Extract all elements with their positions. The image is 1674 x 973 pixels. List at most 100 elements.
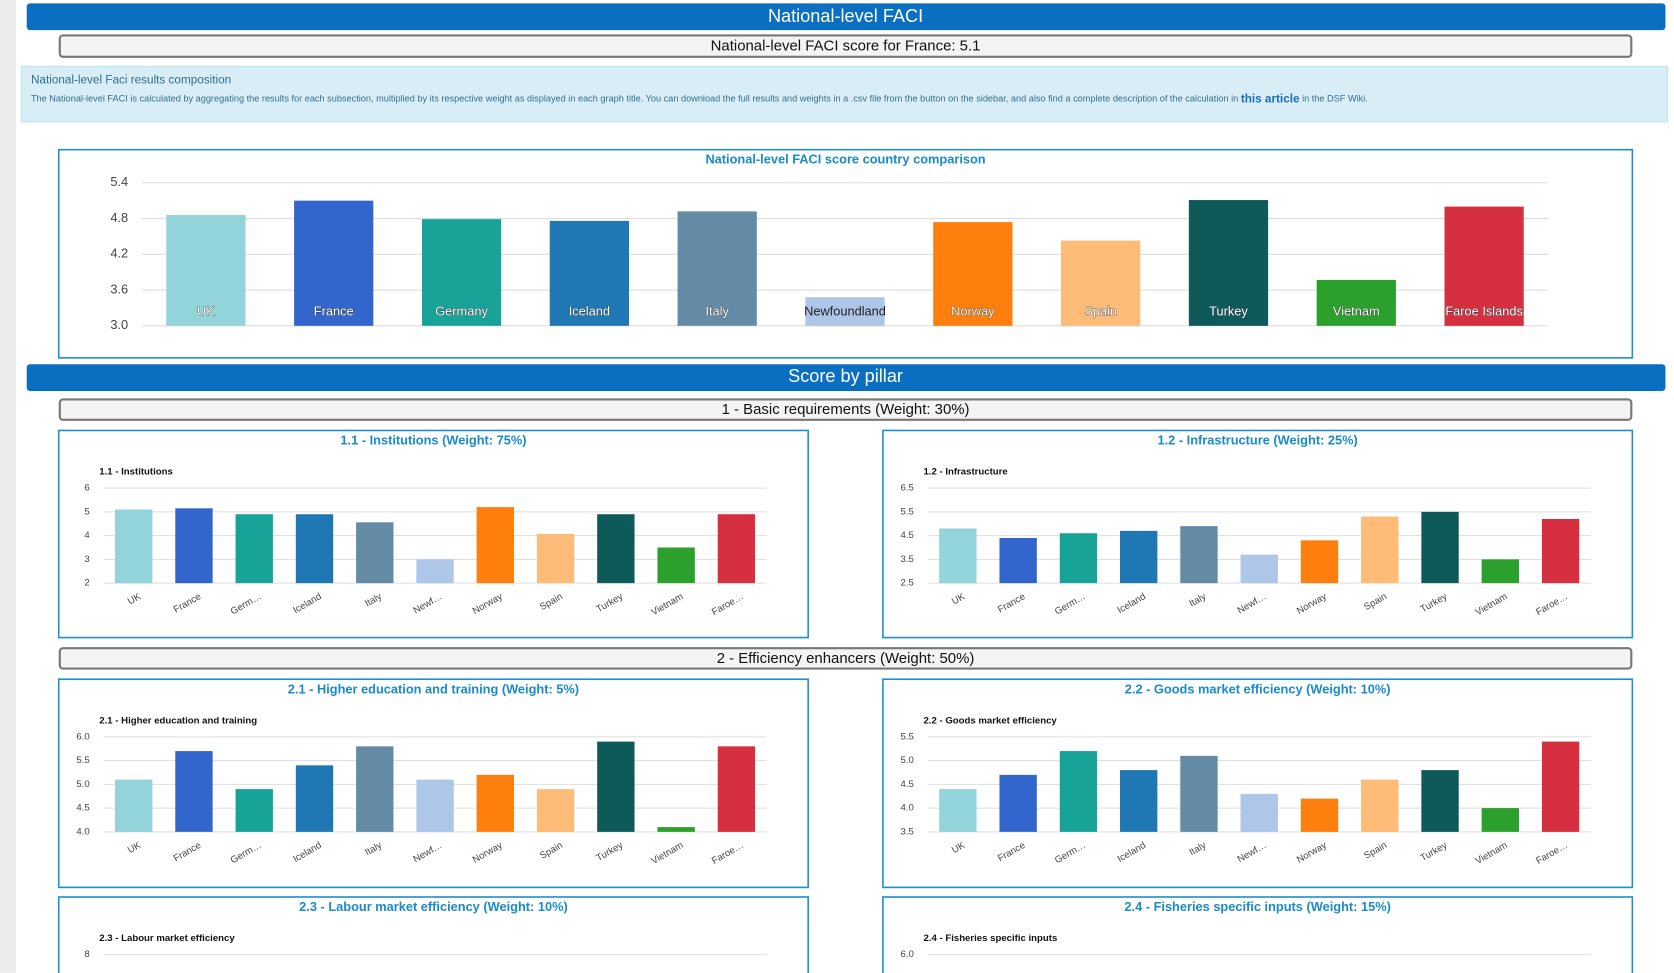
y-tick-label: 4.8 [110,210,128,225]
bar [536,789,575,832]
bar [1361,516,1399,584]
y-tick-label: 5.5 [901,506,914,517]
chart-subtitle: 2.3 - Labour market efficiency [99,933,235,944]
y-tick-label: 6.5 [901,483,914,494]
y-tick-label: 8 [84,949,89,960]
bar-label: UK [197,303,215,318]
bar [1481,808,1520,832]
bar [476,774,515,832]
y-tick-label: 3 [84,554,89,565]
bar [1300,540,1339,584]
bar-label: Iceland [569,303,610,318]
info-text-after: in the DSF Wiki. [1300,94,1368,104]
section-bar [26,364,1666,391]
y-tick-label: 5.0 [901,755,914,766]
y-tick-label: 5.5 [76,755,89,766]
y-tick-label: 5.4 [110,174,128,189]
y-tick-label: 6.0 [76,731,89,742]
chart-title: 2.1 - Higher education and training (Wei… [288,681,579,696]
info-link[interactable]: this article [1241,93,1300,106]
chart-title: 2.3 - Labour market efficiency (Weight: … [299,899,568,914]
bar [1059,533,1098,584]
bar [235,514,273,584]
bar [597,741,635,832]
bar-label: Vietnam [1333,303,1380,318]
bar [1444,206,1524,326]
y-tick-label: 4 [84,530,90,541]
bar [939,528,977,584]
bar [1180,526,1218,584]
bar [1120,770,1158,832]
bar-label: Italy [705,303,729,318]
chart-title: 1.2 - Infrastructure (Weight: 25%) [1157,433,1357,448]
bar [1240,793,1278,832]
y-tick-label: 5.5 [901,731,914,742]
chart-subtitle: 2.4 - Fisheries specific inputs [923,933,1057,944]
y-tick-label: 2.5 [901,578,914,589]
bar [1300,798,1339,832]
bar [933,222,1013,326]
bar [356,522,394,584]
chart-panel [882,429,1634,639]
y-tick-label: 3.5 [901,826,914,837]
y-tick-label: 4.5 [901,530,914,541]
bar-label: Turkey [1209,303,1248,318]
bar [939,789,977,832]
bar [295,765,334,832]
bar [1061,240,1141,326]
chart-subtitle: 1.2 - Infrastructure [923,467,1007,478]
bar [175,508,213,584]
bar [1541,741,1580,832]
bar-label: Norway [951,303,995,318]
y-tick-label: 4.5 [901,779,914,790]
bar [536,533,575,584]
bar [549,220,629,326]
bar [175,751,213,832]
pillar-title: 1 - Basic requirements (Weight: 30%) [722,401,970,418]
bar [1180,755,1218,832]
info-box [20,65,1669,123]
bar [1481,559,1520,584]
info-text: The National-level FACI is calculated by… [31,93,1368,106]
chart-panel [882,678,1634,889]
bar-label: Germany [435,303,488,318]
bar [597,514,635,584]
bar [235,789,273,832]
bar [657,827,695,832]
bar [717,746,756,832]
bar [166,214,246,326]
bar [1421,511,1459,584]
bar [999,537,1037,584]
bar [416,779,454,832]
info-title: National-level Faci results composition [31,73,231,86]
chart-panel [882,896,1634,973]
bar-label: Newfoundland [804,303,886,318]
y-tick-label: 4.5 [76,803,89,814]
bar [416,559,454,584]
bar [717,514,756,584]
bar [1188,200,1269,326]
y-tick-label: 4.0 [901,803,914,814]
sidebar-edge [0,0,17,973]
bar [657,547,695,584]
info-text-before: The National-level FACI is calculated by… [31,94,1241,104]
y-tick-label: 4.2 [110,246,128,261]
bar [677,211,757,326]
chart-subtitle: 1.1 - Institutions [99,467,173,478]
bar [294,200,374,326]
chart-subtitle: 2.1 - Higher education and training [99,715,257,726]
y-tick-label: 6 [84,483,89,494]
y-tick-label: 3.0 [110,317,128,332]
chart-subtitle: 2.2 - Goods market efficiency [923,715,1057,726]
chart-title: 1.1 - Institutions (Weight: 75%) [340,433,526,448]
pillar-box [58,647,1633,670]
bar-label: France [314,303,354,318]
bar [1541,518,1580,584]
bar [1120,530,1158,584]
pillar-box [58,398,1633,421]
chart-title: 2.4 - Fisheries specific inputs (Weight:… [1124,899,1390,914]
bar [1421,770,1459,832]
y-tick-label: 2 [84,578,89,589]
score-box [58,34,1633,58]
